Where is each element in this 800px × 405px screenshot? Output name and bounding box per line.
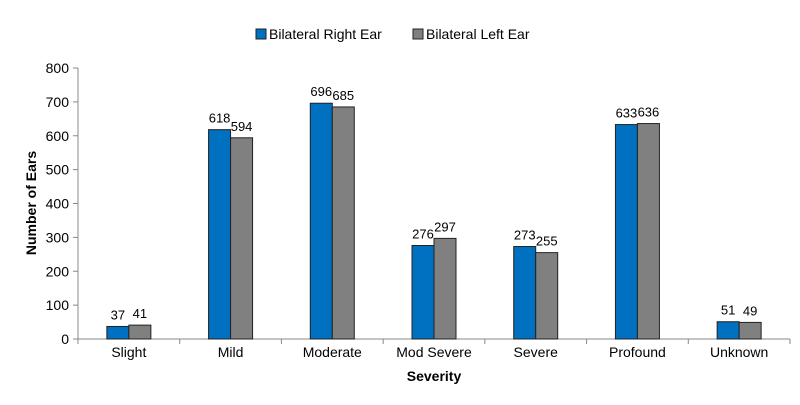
bar-left-ear xyxy=(230,137,254,340)
y-tick-label: 500 xyxy=(46,162,70,178)
bar-right-ear xyxy=(614,124,638,340)
legend-swatch xyxy=(255,28,267,40)
data-label: 51 xyxy=(721,303,735,318)
x-tick-label: Severe xyxy=(514,344,559,360)
legend-swatch xyxy=(412,28,424,40)
y-axis-label: Number of Ears xyxy=(23,151,39,255)
bar-right-ear xyxy=(513,246,537,340)
legend: Bilateral Right Ear Bilateral Left Ear xyxy=(255,26,530,42)
data-label: 37 xyxy=(111,307,125,322)
bar-left-ear xyxy=(128,324,152,340)
bar-left-ear xyxy=(433,237,457,340)
data-label: 297 xyxy=(434,219,456,234)
x-tick-label: Unknown xyxy=(710,344,768,360)
bar-right-ear xyxy=(716,321,740,340)
data-label: 633 xyxy=(616,106,638,121)
data-label: 255 xyxy=(536,234,558,249)
y-tick-label: 0 xyxy=(61,331,69,347)
data-label: 273 xyxy=(514,228,536,243)
x-tick-label: Slight xyxy=(111,344,146,360)
legend-label: Bilateral Right Ear xyxy=(269,26,382,42)
bar-right-ear xyxy=(106,325,130,340)
axes: 0 100 200 300 400 500 600 700 800 Slight Mild Moder… xyxy=(46,60,791,360)
data-label: 618 xyxy=(209,111,231,126)
data-label: 276 xyxy=(412,227,434,242)
data-label: 696 xyxy=(310,84,332,99)
bar-left-ear xyxy=(636,123,660,340)
y-tick-label: 100 xyxy=(46,297,70,313)
y-tick-label: 600 xyxy=(46,128,70,144)
bar-right-ear xyxy=(309,102,333,340)
data-label: 49 xyxy=(743,303,757,318)
bar-left-ear xyxy=(738,321,762,340)
y-tick-label: 800 xyxy=(46,60,70,76)
legend-label: Bilateral Left Ear xyxy=(426,26,530,42)
y-tick-label: 400 xyxy=(46,196,70,212)
x-axis-label: Severity xyxy=(407,368,462,384)
data-label: 594 xyxy=(231,119,253,134)
data-label: 41 xyxy=(133,306,147,321)
x-tick-label: Mod Severe xyxy=(396,344,472,360)
y-tick-label: 300 xyxy=(46,229,70,245)
y-tick-label: 700 xyxy=(46,94,70,110)
bar-right-ear xyxy=(208,129,232,340)
x-tick-label: Mild xyxy=(218,344,244,360)
x-tick-label: Moderate xyxy=(303,344,362,360)
bar-left-ear xyxy=(535,252,559,340)
bar-left-ear xyxy=(331,106,355,340)
x-tick-label: Profound xyxy=(609,344,666,360)
data-label: 636 xyxy=(638,105,660,120)
bar-right-ear xyxy=(411,245,435,340)
y-tick-label: 200 xyxy=(46,263,70,279)
data-label: 685 xyxy=(332,88,354,103)
